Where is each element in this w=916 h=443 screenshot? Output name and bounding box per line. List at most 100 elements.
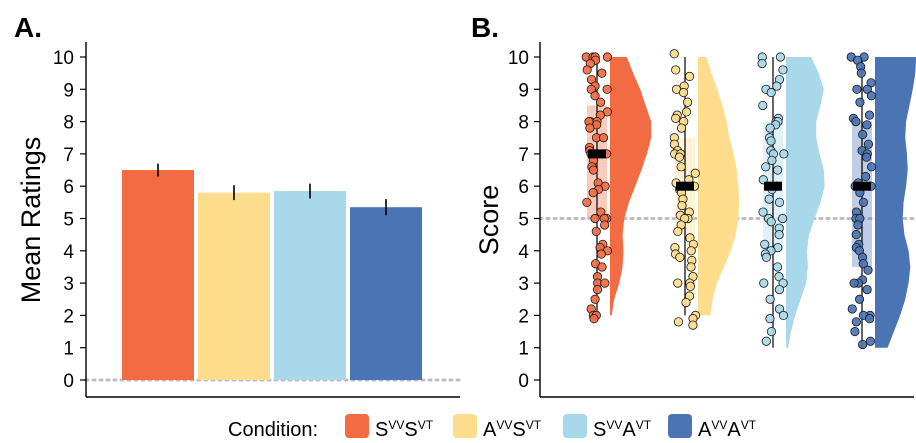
legend-key-2 <box>453 414 477 438</box>
panel-b-ytick-label: 9 <box>518 80 529 101</box>
point-4-14 <box>862 120 872 130</box>
point-1-36 <box>582 197 592 207</box>
bar-3 <box>274 191 346 380</box>
point-4-48 <box>850 326 860 337</box>
point-2-3 <box>685 71 695 81</box>
point-1-4 <box>602 52 613 62</box>
point-1-31 <box>588 165 598 175</box>
legend: Condition: SVVSVT AVVSVT SVVAVT AVVAVT <box>228 414 757 441</box>
median-1 <box>588 149 606 159</box>
point-3-2 <box>775 52 785 62</box>
point-3-40 <box>772 262 783 272</box>
point-4-43 <box>847 304 857 314</box>
panel-b-ytick-label: 7 <box>518 145 529 166</box>
point-3-27 <box>764 194 774 204</box>
cloud-1 <box>610 57 652 316</box>
point-4-7 <box>862 84 872 94</box>
point-4-41 <box>862 284 872 295</box>
panel-a: A. Mean Ratings 0 1 2 3 4 5 6 7 8 9 10 <box>14 12 462 398</box>
point-2-2 <box>671 65 681 75</box>
point-3-16 <box>766 136 776 146</box>
bar-1 <box>122 170 194 380</box>
point-1-46 <box>596 249 606 259</box>
point-1-38 <box>590 213 600 224</box>
legend-key-1 <box>345 414 369 438</box>
point-4-47 <box>851 317 861 327</box>
point-4-16 <box>863 139 874 149</box>
point-4-36 <box>858 259 868 269</box>
legend-item-2: AVVSVT <box>483 418 542 441</box>
panel-b-ytick-label: 3 <box>518 274 529 295</box>
point-3-45 <box>765 294 775 304</box>
panel-a-ytick-label: 8 <box>63 113 74 134</box>
point-1-23 <box>598 133 609 143</box>
panel-a-ytick-label: 5 <box>63 210 74 231</box>
point-4-40 <box>849 278 859 288</box>
point-1-8 <box>597 68 607 78</box>
panel-a-ytick-label: 6 <box>63 177 74 198</box>
point-3-4 <box>778 65 788 75</box>
point-3-35 <box>760 239 770 249</box>
point-1-51 <box>600 278 610 288</box>
point-3-28 <box>774 197 785 207</box>
point-3-44 <box>774 284 785 295</box>
point-2-52 <box>688 320 698 330</box>
point-2-19 <box>676 162 686 172</box>
point-4-50 <box>858 339 868 350</box>
point-4-11 <box>864 110 875 120</box>
point-4-42 <box>854 294 865 304</box>
point-1-53 <box>590 294 600 304</box>
point-3-41 <box>774 272 784 282</box>
point-3-50 <box>761 336 771 346</box>
point-2-42 <box>686 262 696 272</box>
panel-b-ytick-label: 1 <box>518 339 529 360</box>
panel-a-ytick-label: 2 <box>63 306 74 327</box>
panel-b-ytick-label: 10 <box>508 48 529 69</box>
point-3-9 <box>758 100 768 111</box>
point-1-57 <box>589 314 599 324</box>
point-2-38 <box>686 246 696 256</box>
cloud-4 <box>875 57 916 348</box>
point-2-8 <box>681 107 692 117</box>
point-3-42 <box>759 278 769 288</box>
point-2-46 <box>685 281 695 291</box>
bar-4 <box>350 207 422 380</box>
point-3-3 <box>757 58 767 69</box>
point-3-47 <box>778 310 789 320</box>
legend-key-3 <box>563 414 587 438</box>
point-2-48 <box>681 297 691 308</box>
point-4-30 <box>853 220 863 230</box>
point-2-34 <box>673 226 683 237</box>
point-1-12 <box>602 84 612 94</box>
point-3-20 <box>767 155 777 165</box>
legend-item-1: SVVSVT <box>375 418 434 441</box>
median-2 <box>676 181 694 191</box>
point-3-48 <box>765 314 775 324</box>
point-2-12 <box>676 123 687 133</box>
point-2-10 <box>671 113 681 123</box>
point-3-49 <box>766 326 777 337</box>
point-3-21 <box>761 162 771 172</box>
point-2-28 <box>677 200 687 211</box>
panel-a-ytick-label: 1 <box>63 339 74 360</box>
point-2-45 <box>673 278 683 288</box>
panel-b-ytick-label: 2 <box>518 306 529 327</box>
point-1-42 <box>591 226 601 237</box>
point-1-52 <box>592 284 603 295</box>
point-3-14 <box>765 123 775 133</box>
point-4-31 <box>851 230 861 240</box>
point-4-49 <box>865 336 876 346</box>
panel-a-ytick-label: 9 <box>63 80 74 101</box>
point-4-8 <box>852 84 862 94</box>
point-2-6 <box>678 87 689 98</box>
legend-item-3: SVVAVT <box>593 418 652 441</box>
point-1-41 <box>600 220 610 230</box>
legend-label: Condition: <box>228 419 318 441</box>
point-4-13 <box>851 117 861 127</box>
point-3-39 <box>761 252 772 262</box>
point-2-1 <box>669 49 679 59</box>
panel-a-ytick-label: 3 <box>63 274 74 295</box>
panel-b-ylabel: Score <box>474 185 504 256</box>
panel-b-label: B. <box>471 12 499 43</box>
